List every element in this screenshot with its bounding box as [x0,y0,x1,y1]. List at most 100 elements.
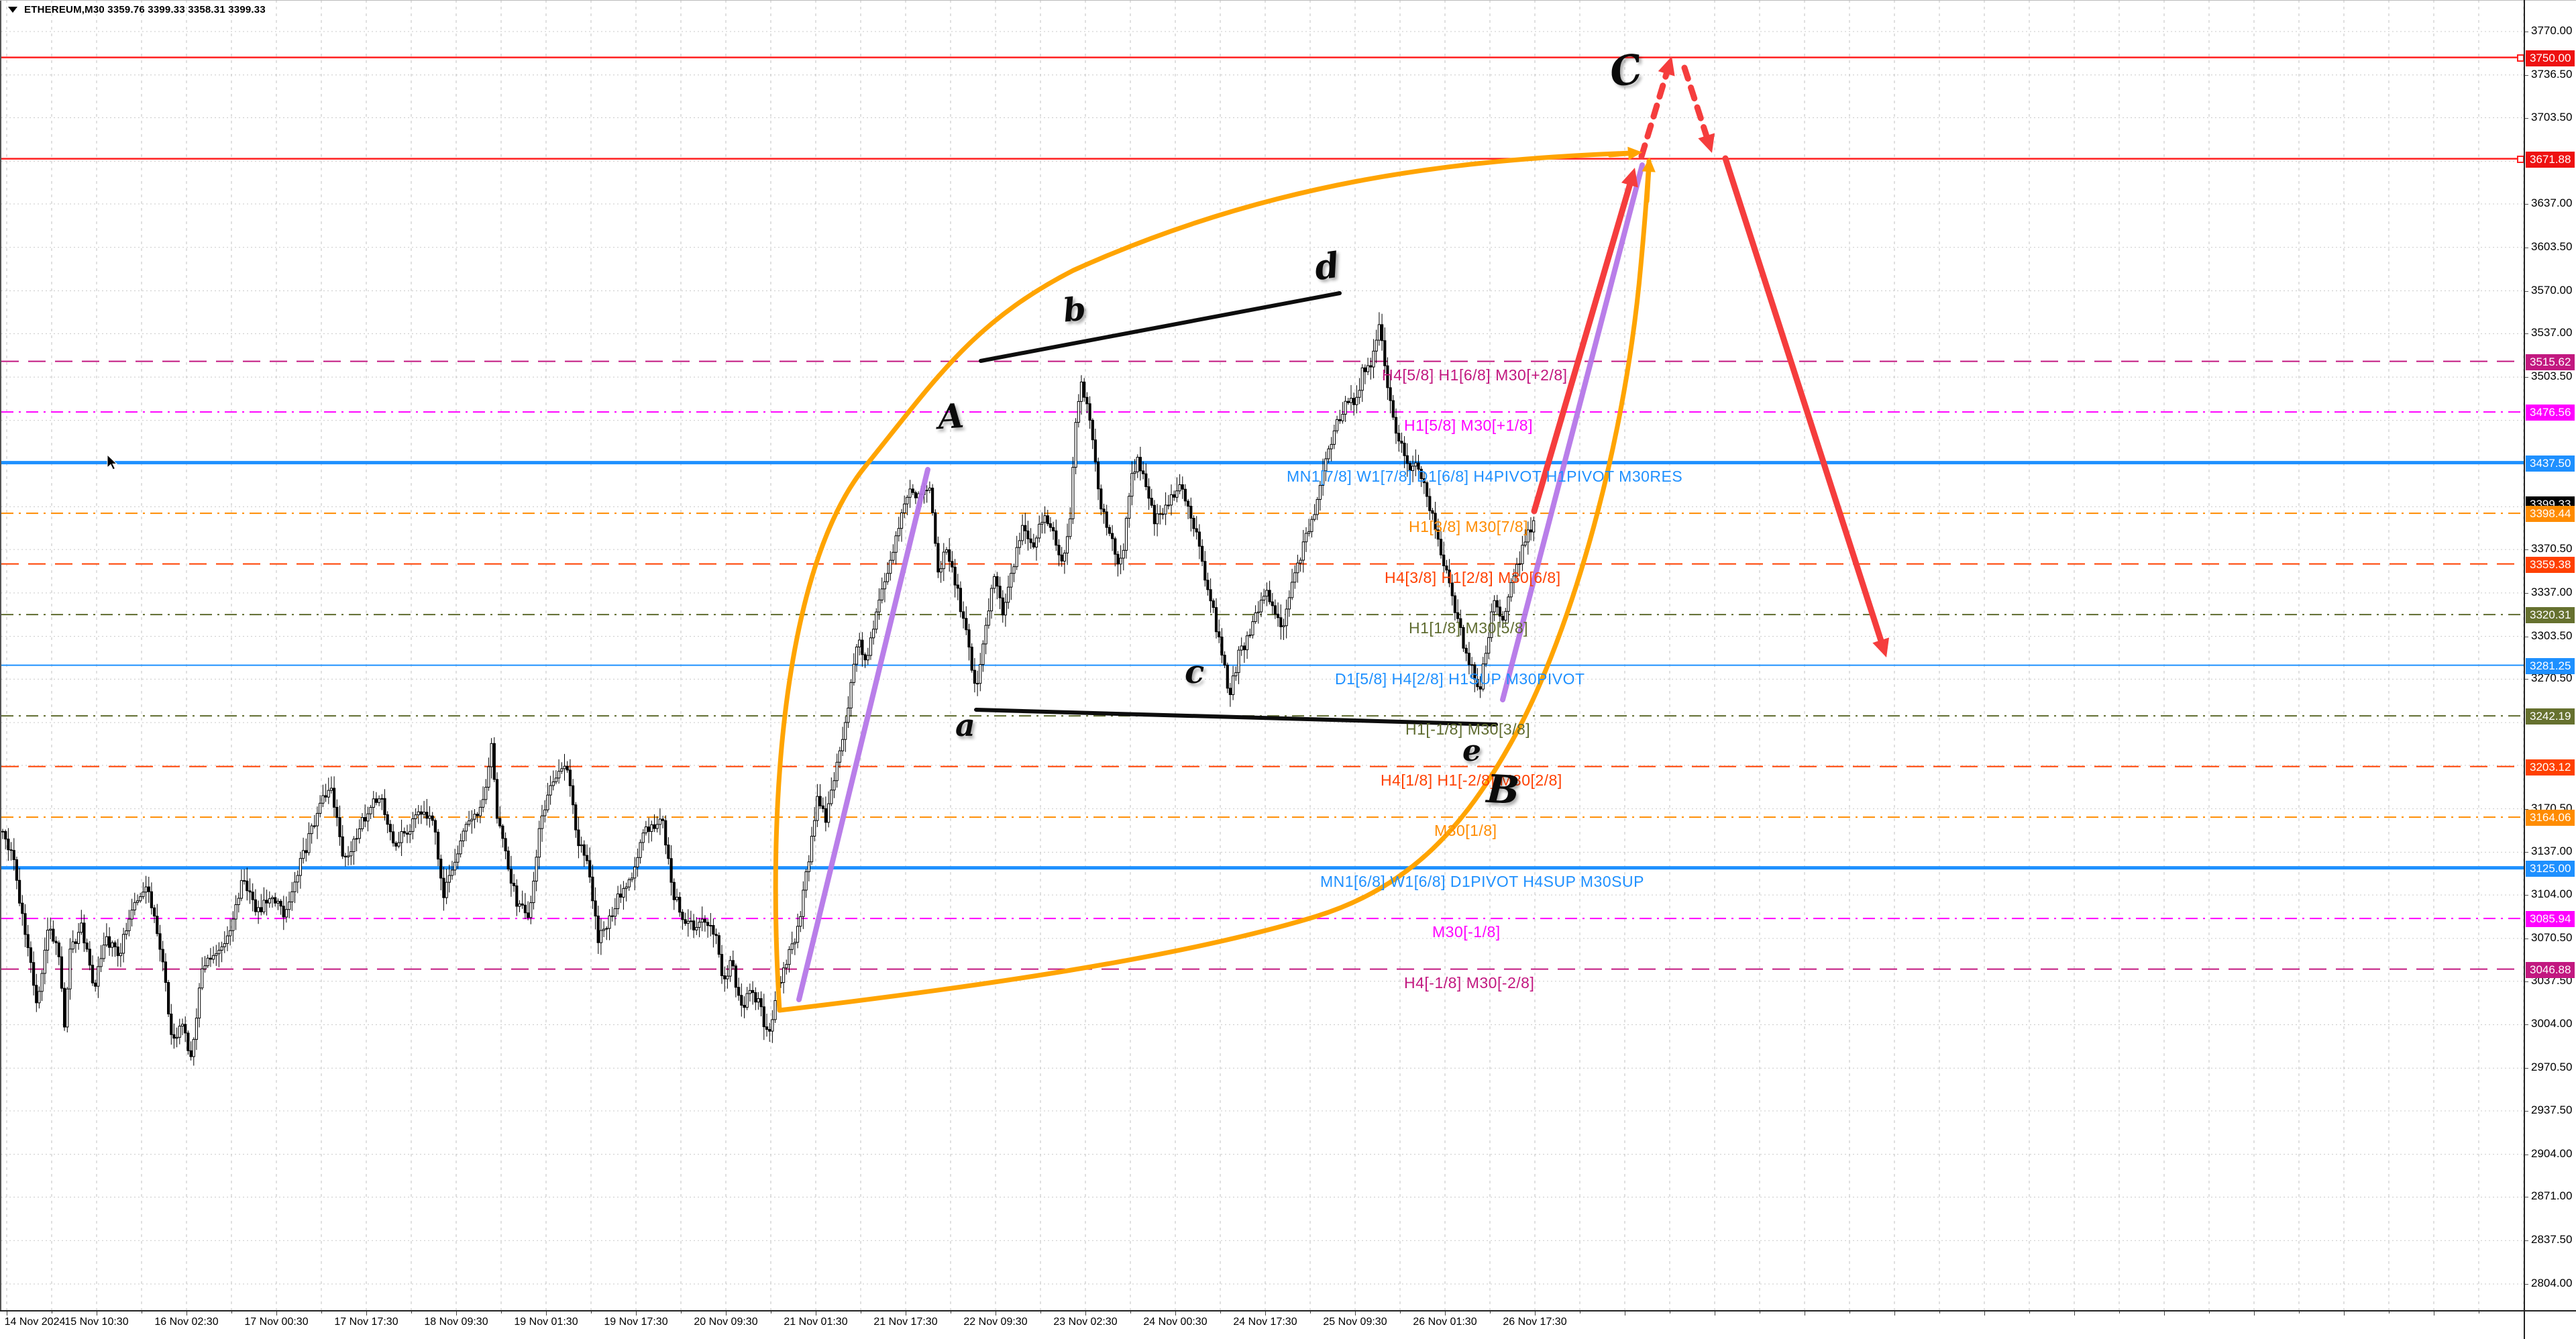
date-label: 17 Nov 17:30 [334,1316,398,1328]
date-label: 19 Nov 17:30 [604,1316,668,1328]
date-label: 26 Nov 01:30 [1413,1316,1477,1328]
time-tick-mark [2209,1311,2210,1314]
elliott-wave-label-b[interactable]: b [1061,290,1088,330]
symbol-dropdown-icon[interactable] [8,7,17,13]
date-label: 19 Nov 01:30 [514,1316,578,1328]
time-axis[interactable]: 14 Nov 2024 15 Nov 10:30 16 Nov 02:30 17 No… [0,1311,2576,1339]
price-tick-highlighted: 3164.06 [2526,810,2575,826]
date-label: 20 Nov 09:30 [694,1316,758,1328]
elliott-wave-label-a[interactable]: a [955,707,975,743]
time-tick-mark [1894,1311,1895,1316]
date-label: 22 Nov 09:30 [963,1316,1028,1328]
price-tick-highlighted: 3281.25 [2526,657,2575,674]
price-tick-highlighted: 3320.31 [2526,607,2575,624]
elliott-wave-label-e[interactable]: e [1462,734,1481,768]
date-label: 26 Nov 17:30 [1503,1316,1567,1328]
elliott-wave-label-c[interactable]: c [1185,653,1205,691]
price-tick: 3337.00 [2531,585,2573,598]
time-tick-mark [2299,1311,2300,1314]
price-tick: 3104.00 [2531,888,2573,901]
pivot-line-label: MN1[7/8] W1[7/8] D1[6/8] H4PIVOT H1PIVOT… [1287,467,1683,485]
price-tick: 3070.50 [2531,930,2573,944]
time-tick-mark [1355,1311,1356,1316]
time-tick-mark [231,1311,232,1314]
pivot-line-label: MN1[6/8] W1[6/8] D1PIVOT H4SUP M30SUP [1320,872,1644,890]
price-tick: 3004.00 [2531,1017,2573,1030]
price-tick: 3570.00 [2531,283,2573,297]
pivot-line-label: H4[1/8] H1[-2/8] M30[2/8] [1381,771,1562,789]
time-tick-mark [2074,1311,2075,1316]
axis-separator-vertical [2524,0,2525,1339]
price-tick: 3303.50 [2531,629,2573,642]
time-tick-mark [681,1311,682,1314]
date-label: 21 Nov 17:30 [873,1316,938,1328]
pivot-line-label: H4[-1/8] M30[-2/8] [1404,973,1535,992]
time-tick-mark [546,1311,547,1316]
time-tick-mark [1849,1311,1850,1314]
chart-title: ETHEREUM,M30 3359.76 3399.33 3358.31 339… [24,4,266,15]
grid-layer [1,0,2524,1310]
candles-layer [1,312,1536,1066]
price-tick-mark [2524,1068,2528,1069]
price-tick-highlighted: 3085.94 [2526,911,2575,928]
price-tick-highlighted: 3125.00 [2526,860,2575,877]
price-tick-highlighted: 3242.19 [2526,708,2575,725]
time-tick-mark [366,1311,367,1316]
elliott-wave-label-C[interactable]: C [1606,45,1646,97]
elliott-wave-label-B[interactable]: B [1485,765,1521,814]
price-tick: 2904.00 [2531,1146,2573,1160]
pivot-lines-layer [1,56,2524,970]
elliott-wave-label-d[interactable]: d [1311,244,1342,289]
price-tick: 3603.50 [2531,239,2573,253]
time-tick-mark [591,1311,592,1314]
time-tick-mark [2389,1311,2390,1314]
price-tick-mark [2524,592,2528,594]
price-tick: 3770.00 [2531,24,2573,37]
price-tick: 3537.00 [2531,326,2573,339]
mouse-cursor [107,453,118,470]
price-tick-highlighted: 3437.50 [2526,455,2575,472]
price-tick-mark [2524,808,2528,810]
trend-lines-layer [974,291,1498,727]
date-label: 18 Nov 09:30 [424,1316,488,1328]
price-tick-highlighted: 3515.62 [2526,354,2575,370]
time-tick-mark [2029,1311,2030,1314]
time-tick-mark [1310,1311,1311,1314]
price-axis[interactable]: 3770.00 3736.50 3703.50 3637.00 3603.50 3570.… [2524,0,2576,1310]
elliott-wave-label-A[interactable]: A [936,395,965,437]
time-tick-mark [186,1311,187,1316]
price-tick: 2804.00 [2531,1276,2573,1289]
time-tick-mark [1939,1311,1940,1314]
time-tick-mark [1490,1311,1491,1314]
date-label: 24 Nov 17:30 [1233,1316,1297,1328]
price-tick-mark [2524,290,2528,292]
date-label: 17 Nov 00:30 [244,1316,309,1328]
time-tick-mark [1220,1311,1221,1314]
pivot-line-label: M30[-1/8] [1432,923,1501,941]
date-label: 16 Nov 02:30 [154,1316,219,1328]
price-tick-mark [2524,981,2528,982]
pivot-line-label: H1[3/8] M30[7/8] [1409,518,1529,536]
price-tick: 2871.00 [2531,1189,2573,1203]
pivot-line-label: M30[1/8] [1434,822,1497,840]
price-tick-mark [2524,1240,2528,1242]
price-tick-mark [2524,377,2528,378]
price-tick-mark [2524,1283,2528,1285]
time-tick-mark [411,1311,412,1314]
plot-border-top [0,0,2576,1]
time-tick-mark [456,1311,457,1316]
date-label: 23 Nov 02:30 [1053,1316,1118,1328]
price-tick-mark [2524,679,2528,680]
price-tick-highlighted: 3476.56 [2526,405,2575,421]
time-tick-mark [1085,1311,1086,1316]
time-tick-mark [726,1311,727,1316]
price-tick-highlighted: 3359.38 [2526,556,2575,573]
price-tick-mark [2524,333,2528,335]
price-tick-mark [2524,117,2528,119]
price-tick-mark [2524,1110,2528,1112]
time-tick-mark [2254,1311,2255,1316]
time-tick-mark [1265,1311,1266,1316]
pivot-line-label: D1[5/8] H4[2/8] H1SUP M30PIVOT [1335,670,1585,688]
